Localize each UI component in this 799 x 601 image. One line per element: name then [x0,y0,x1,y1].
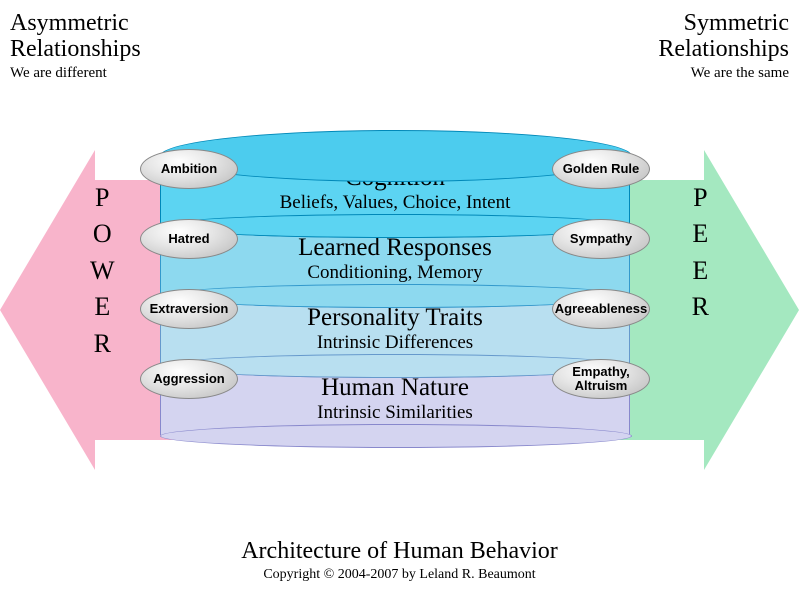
layer-subtitle: Intrinsic Similarities [161,402,629,424]
header-right-line1: Symmetric [589,10,789,36]
footer-copyright: Copyright © 2004-2007 by Leland R. Beaum… [0,567,799,583]
header-left-line2: Relationships [10,36,210,62]
pill-left-0: Ambition [140,149,238,189]
header-left: Asymmetric Relationships We are differen… [10,10,210,82]
layer-subtitle: Intrinsic Differences [161,332,629,354]
layer-subtitle: Conditioning, Memory [161,262,629,284]
header-right: Symmetric Relationships We are the same [589,10,789,82]
pill-right-0: Golden Rule [552,149,650,189]
peer-label: PEER [692,180,709,326]
power-label: POWER [90,180,115,362]
diagram-canvas: Asymmetric Relationships We are differen… [0,0,799,601]
footer-title: Architecture of Human Behavior [0,538,799,565]
layer-rim-3 [160,424,632,448]
layer-subtitle: Beliefs, Values, Choice, Intent [161,192,629,214]
header-left-line1: Asymmetric [10,10,210,36]
header-left-sub: We are different [10,65,210,82]
pill-left-1: Hatred [140,219,238,259]
footer: Architecture of Human Behavior Copyright… [0,538,799,583]
pill-right-3: Empathy, Altruism [552,359,650,399]
pill-right-1: Sympathy [552,219,650,259]
pill-left-2: Extraversion [140,289,238,329]
header-right-sub: We are the same [589,65,789,82]
pill-right-2: Agreeableness [552,289,650,329]
pill-left-3: Aggression [140,359,238,399]
header-right-line2: Relationships [589,36,789,62]
